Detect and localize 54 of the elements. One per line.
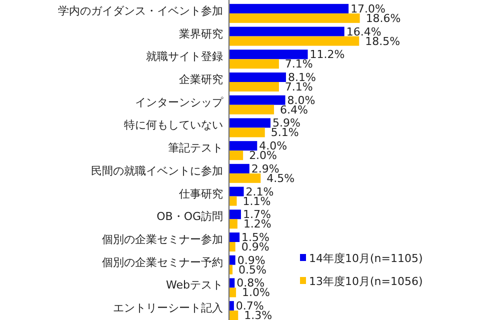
data-label: 18.6% [366,12,401,25]
bar [229,164,250,174]
bar [229,36,360,46]
data-label: 6.4% [280,103,308,116]
data-label: 1.3% [244,309,272,320]
data-label: 0.5% [238,263,266,276]
bar [229,232,240,242]
y-tick-label: OB・OG訪問 [156,210,223,224]
bar [229,82,279,92]
bar [229,50,308,60]
y-tick-label: Webテスト [166,278,223,292]
data-label: 1.0% [242,286,270,300]
bar [229,242,236,252]
bar [229,219,238,229]
y-tick-label: 特に何もしていない [124,118,223,132]
y-tick-label: インターンシップ [135,96,224,109]
y-tick-label: 仕事研究 [179,187,223,200]
data-label: 1.2% [243,218,272,231]
bar [229,95,286,105]
bar [229,196,237,206]
bar [229,128,265,138]
bar [229,301,234,311]
legend-label: 13年度10月(n=1056) [309,275,423,288]
bar [229,59,279,69]
data-label: 0.9% [241,240,270,254]
bar [229,141,258,151]
y-tick-label: 就職サイト登録 [146,50,223,64]
bar [229,4,349,14]
bar [229,150,244,160]
data-label: 1.1% [242,194,271,208]
y-tick-label: 個別の企業セミナー予約 [102,256,223,269]
bar [229,118,270,128]
data-label: 18.5% [365,34,400,48]
y-tick-label: 学内のガイダンス・イベント参加 [58,4,223,18]
y-tick-label: 企業研究 [179,73,223,86]
data-label: 5.1% [270,126,299,140]
bar [229,310,238,320]
data-label: 7.1% [284,80,313,94]
bar [229,72,286,82]
bar [229,13,360,23]
bar [229,26,344,36]
bar [229,173,261,183]
y-tick-label: 個別の企業セミナー参加 [102,233,223,246]
bar [229,255,236,265]
legend-label: 14年度10月(n=1105) [309,252,423,265]
y-tick-label: エントリーシート記入 [113,302,223,315]
data-label: 2.0% [249,149,278,162]
y-tick-label: 民間の就職イベントに参加 [91,164,223,178]
y-tick-label: 筆記テスト [168,142,223,155]
bar [229,288,236,298]
bar [229,186,244,196]
bar [229,210,241,220]
y-tick-label: 業界研究 [179,27,223,40]
bar [229,104,274,114]
